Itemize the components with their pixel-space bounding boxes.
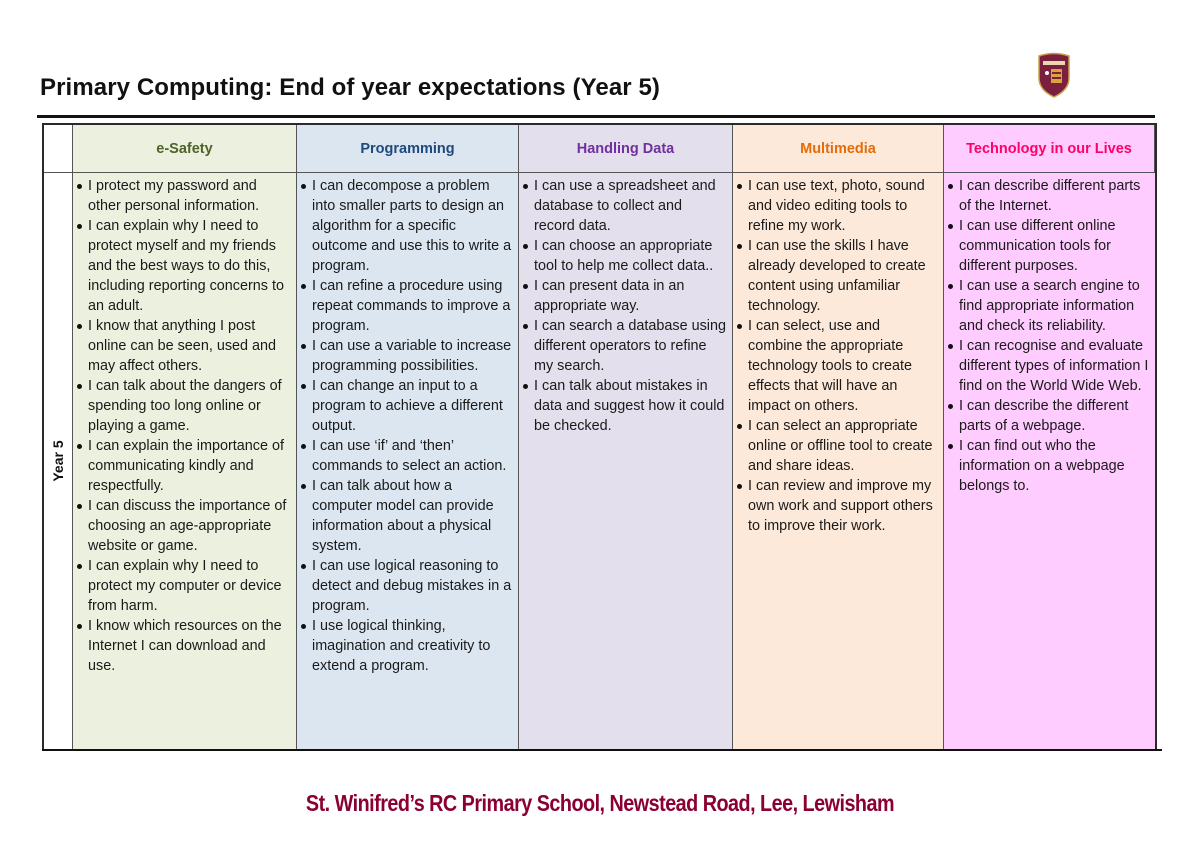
list-item: I can explain why I need to protect myse… [76,216,290,316]
expectations-table: e-Safety Programming Handling Data Multi… [42,123,1157,751]
list-item: I can use different online communication… [947,216,1149,276]
list-item: I can select, use and combine the approp… [736,316,937,416]
list-item: I can recognise and evaluate different t… [947,336,1149,396]
handling-data-list: I can use a spreadsheet and database to … [522,176,726,436]
list-item: I can describe different parts of the In… [947,176,1149,216]
corner-cell [44,125,73,173]
title-divider [37,115,1155,118]
list-item: I can use the skills I have already deve… [736,236,937,316]
technology-cell: I can describe different parts of the In… [944,173,1155,749]
list-item: I can use a variable to increase program… [300,336,512,376]
list-item: I can decompose a problem into smaller p… [300,176,512,276]
list-item: I use logical thinking, imagination and … [300,616,512,676]
list-item: I can talk about the dangers of spending… [76,376,290,436]
multimedia-cell: I can use text, photo, sound and video e… [733,173,944,749]
list-item: I can present data in an appropriate way… [522,276,726,316]
list-item: I can explain the importance of communic… [76,436,290,496]
table-bottom-rule [42,749,1162,751]
list-item: I can describe the different parts of a … [947,396,1149,436]
list-item: I can use ‘if’ and ‘then’ commands to se… [300,436,512,476]
esafety-cell: I protect my password and other personal… [73,173,297,749]
list-item: I can change an input to a program to ac… [300,376,512,436]
row-label-cell: Year 5 [44,173,73,749]
list-item: I can find out who the information on a … [947,436,1149,496]
list-item: I can use a spreadsheet and database to … [522,176,726,236]
list-item: I can talk about how a computer model ca… [300,476,512,556]
list-item: I can explain why I need to protect my c… [76,556,290,616]
school-crest-icon [1038,52,1070,98]
esafety-list: I protect my password and other personal… [76,176,290,676]
list-item: I can use logical reasoning to detect an… [300,556,512,616]
list-item: I know that anything I post online can b… [76,316,290,376]
list-item: I protect my password and other personal… [76,176,290,216]
header-technology-in-our-lives: Technology in our Lives [944,125,1155,173]
row-label-year-5: Year 5 [50,440,66,482]
header-multimedia: Multimedia [733,125,944,173]
header-esafety: e-Safety [73,125,297,173]
header-programming: Programming [297,125,519,173]
list-item: I can discuss the importance of choosing… [76,496,290,556]
school-footer: St. Winifred’s RC Primary School, Newste… [305,790,895,816]
header-handling-data: Handling Data [519,125,733,173]
page-title: Primary Computing: End of year expectati… [40,74,661,101]
technology-list: I can describe different parts of the In… [947,176,1149,496]
list-item: I can use a search engine to find approp… [947,276,1149,336]
list-item: I can review and improve my own work and… [736,476,937,536]
list-item: I can search a database using different … [522,316,726,376]
list-item: I can refine a procedure using repeat co… [300,276,512,336]
list-item: I can use text, photo, sound and video e… [736,176,937,236]
list-item: I can choose an appropriate tool to help… [522,236,726,276]
programming-cell: I can decompose a problem into smaller p… [297,173,519,749]
list-item: I can talk about mistakes in data and su… [522,376,726,436]
multimedia-list: I can use text, photo, sound and video e… [736,176,937,536]
list-item: I know which resources on the Internet I… [76,616,290,676]
list-item: I can select an appropriate online or of… [736,416,937,476]
handling-data-cell: I can use a spreadsheet and database to … [519,173,733,749]
programming-list: I can decompose a problem into smaller p… [300,176,512,676]
